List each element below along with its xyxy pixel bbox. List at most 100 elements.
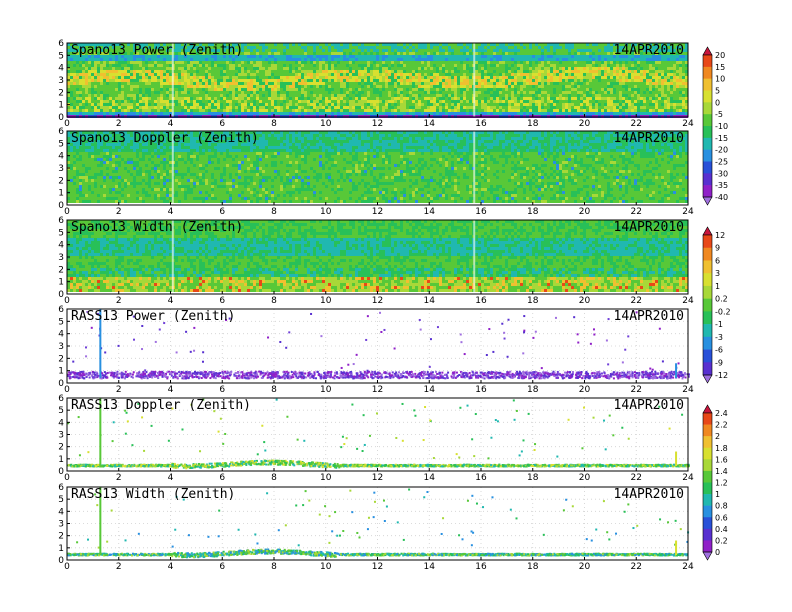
heatmap-cell	[223, 97, 226, 100]
heatmap-cell	[658, 94, 661, 97]
heatmap-cell	[334, 103, 337, 106]
heatmap-cell	[481, 79, 484, 82]
heatmap-cell	[382, 43, 385, 46]
heatmap-cell	[193, 109, 196, 112]
heatmap-cell	[475, 103, 478, 106]
heatmap-cell	[328, 73, 331, 76]
heatmap-cell	[508, 103, 511, 106]
heatmap-cell	[319, 67, 322, 70]
heatmap-cell	[259, 52, 262, 55]
heatmap-cell	[532, 88, 535, 91]
heatmap-cell	[256, 91, 259, 94]
heatmap-cell	[403, 76, 406, 79]
heatmap-cell	[619, 61, 622, 64]
heatmap-cell	[73, 109, 76, 112]
heatmap-cell	[364, 70, 367, 73]
heatmap-cell	[121, 46, 124, 49]
heatmap-cell	[496, 67, 499, 70]
heatmap-cell	[601, 79, 604, 82]
heatmap-cell	[79, 109, 82, 112]
heatmap-cell	[481, 73, 484, 76]
heatmap-cell	[277, 79, 280, 82]
heatmap-cell	[541, 112, 544, 115]
heatmap-cell	[169, 61, 172, 64]
heatmap-cell	[607, 52, 610, 55]
heatmap-cell	[208, 67, 211, 70]
heatmap-cell	[496, 58, 499, 61]
heatmap-cell	[427, 88, 430, 91]
heatmap-cell	[631, 94, 634, 97]
heatmap-cell	[562, 76, 565, 79]
heatmap-cell	[289, 109, 292, 112]
heatmap-cell	[487, 97, 490, 100]
heatmap-cell	[631, 70, 634, 73]
heatmap-cell	[586, 49, 589, 52]
heatmap-cell	[529, 73, 532, 76]
heatmap-cell	[661, 97, 664, 100]
heatmap-cell	[652, 94, 655, 97]
heatmap-cell	[274, 43, 277, 46]
heatmap-cell	[70, 67, 73, 70]
heatmap-cell	[526, 70, 529, 73]
heatmap-cell	[658, 88, 661, 91]
heatmap-cell	[142, 46, 145, 49]
heatmap-cell	[154, 46, 157, 49]
heatmap-cell	[613, 67, 616, 70]
heatmap-cell	[175, 103, 178, 106]
heatmap-cell	[592, 106, 595, 109]
heatmap-cell	[244, 97, 247, 100]
heatmap-cell	[619, 109, 622, 112]
heatmap-cell	[121, 91, 124, 94]
heatmap-cell	[181, 55, 184, 58]
heatmap-cell	[235, 109, 238, 112]
heatmap-cell	[136, 64, 139, 67]
heatmap-cell	[589, 46, 592, 49]
heatmap-cell	[235, 70, 238, 73]
heatmap-cell	[430, 112, 433, 115]
heatmap-cell	[643, 79, 646, 82]
heatmap-cell	[580, 103, 583, 106]
heatmap-cell	[328, 46, 331, 49]
heatmap-cell	[484, 64, 487, 67]
heatmap-cell	[496, 97, 499, 100]
heatmap-cell	[619, 70, 622, 73]
heatmap-cell	[124, 67, 127, 70]
heatmap-cell	[457, 55, 460, 58]
heatmap-cell	[538, 82, 541, 85]
heatmap-cell	[418, 79, 421, 82]
heatmap-cell	[523, 43, 526, 46]
heatmap-cell	[163, 100, 166, 103]
heatmap-cell	[295, 109, 298, 112]
heatmap-cell	[376, 43, 379, 46]
heatmap-cell	[106, 64, 109, 67]
heatmap-cell	[196, 88, 199, 91]
heatmap-cell	[400, 52, 403, 55]
heatmap-cell	[115, 79, 118, 82]
heatmap-cell	[421, 64, 424, 67]
heatmap-cell	[298, 109, 301, 112]
heatmap-cell	[535, 109, 538, 112]
heatmap-cell	[544, 112, 547, 115]
heatmap-cell	[655, 112, 658, 115]
heatmap-cell	[91, 82, 94, 85]
heatmap-cell	[226, 70, 229, 73]
heatmap-cell	[490, 94, 493, 97]
heatmap-cell	[241, 46, 244, 49]
heatmap-cell	[223, 106, 226, 109]
heatmap-cell	[88, 85, 91, 88]
heatmap-cell	[310, 64, 313, 67]
heatmap-cell	[259, 67, 262, 70]
heatmap-cell	[316, 64, 319, 67]
heatmap-cell	[412, 70, 415, 73]
heatmap-cell	[235, 100, 238, 103]
heatmap-cell	[283, 67, 286, 70]
heatmap-cell	[478, 112, 481, 115]
heatmap-cell	[466, 94, 469, 97]
heatmap-cell	[91, 70, 94, 73]
heatmap-cell	[310, 70, 313, 73]
heatmap-cell	[583, 73, 586, 76]
heatmap-cell	[322, 67, 325, 70]
heatmap-cell	[538, 73, 541, 76]
heatmap-cell	[175, 91, 178, 94]
heatmap-cell	[184, 94, 187, 97]
